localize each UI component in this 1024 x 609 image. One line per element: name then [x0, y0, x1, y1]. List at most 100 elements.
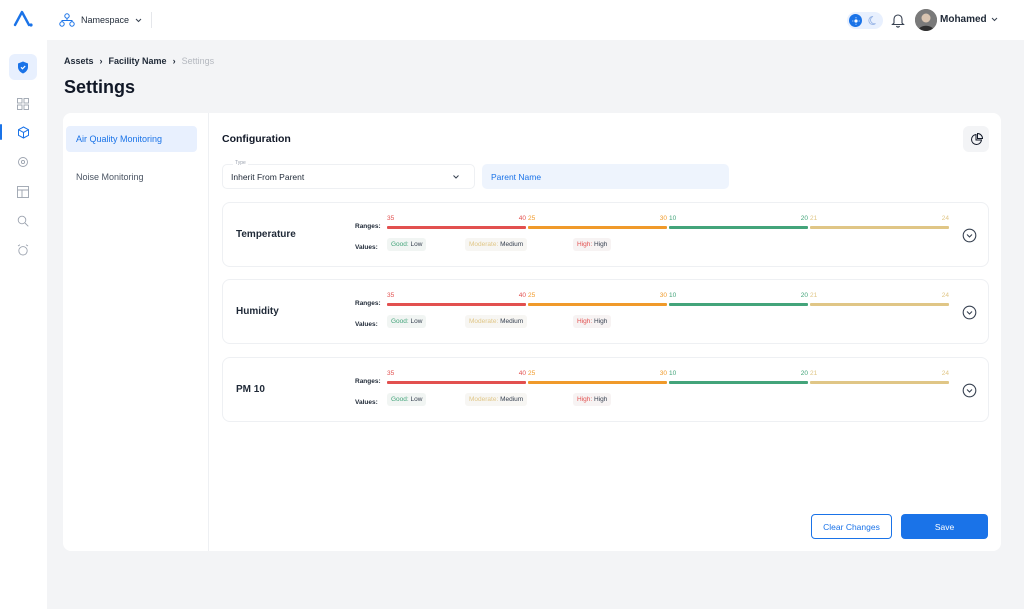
- save-button[interactable]: Save: [901, 514, 988, 539]
- range-bar[interactable]: [528, 303, 667, 306]
- range-bar[interactable]: [528, 226, 667, 229]
- range-end: 30: [659, 370, 667, 377]
- value-key: Good:: [391, 241, 409, 248]
- nav-security[interactable]: [9, 54, 37, 80]
- chevron-right-icon: ›: [172, 56, 176, 66]
- range-end: 30: [659, 215, 667, 222]
- range-start: 21: [810, 370, 818, 377]
- avatar[interactable]: [915, 9, 937, 31]
- sun-icon: [849, 14, 862, 27]
- layout-icon: [17, 186, 29, 198]
- namespace-selector[interactable]: Namespace: [59, 10, 142, 30]
- chevron-down-icon: [991, 17, 998, 22]
- user-menu[interactable]: Mohamed: [940, 14, 998, 25]
- values-label: Values:: [355, 399, 378, 406]
- value-key: Moderate:: [469, 241, 499, 248]
- type-select[interactable]: Type Inherit From Parent: [222, 160, 475, 189]
- range-bar[interactable]: [528, 381, 667, 384]
- active-nav-marker: [0, 124, 2, 140]
- values-label: Values:: [355, 321, 378, 328]
- expand-chevron-icon[interactable]: [962, 383, 977, 398]
- range-end: 30: [659, 292, 667, 299]
- range-bar[interactable]: [810, 226, 949, 229]
- metric-name: Temperature: [236, 229, 296, 240]
- range-end: 40: [518, 370, 526, 377]
- range-end: 24: [941, 215, 949, 222]
- value-pill-high: High: High: [573, 393, 612, 406]
- nav-assets[interactable]: [13, 122, 33, 142]
- view-3d-button[interactable]: [963, 126, 989, 152]
- value-level: Medium: [500, 318, 524, 325]
- breadcrumb-facility[interactable]: Facility Name: [108, 56, 167, 66]
- range-end: 20: [800, 215, 808, 222]
- range-end: 20: [800, 292, 808, 299]
- settings-side-nav: Air Quality Monitoring Noise Monitoring: [63, 113, 209, 551]
- bell-icon[interactable]: [891, 12, 905, 28]
- hierarchy-icon: [59, 13, 75, 27]
- metric-name: Humidity: [236, 306, 279, 317]
- type-value: Inherit From Parent: [231, 172, 305, 182]
- range-bar[interactable]: [669, 226, 808, 229]
- expand-chevron-icon[interactable]: [962, 305, 977, 320]
- value-pill-moderate: Moderate: Medium: [465, 238, 528, 251]
- theme-toggle[interactable]: [847, 12, 883, 29]
- range-bar[interactable]: [810, 303, 949, 306]
- network-icon: [18, 157, 28, 167]
- nav-search[interactable]: [13, 211, 33, 231]
- shield-icon: [18, 61, 28, 73]
- value-pill-good: Good: Low: [387, 393, 427, 406]
- value-key: Good:: [391, 396, 409, 403]
- value-pill-high: High: High: [573, 315, 612, 328]
- parent-name-field[interactable]: Parent Name: [482, 164, 729, 189]
- value-key: High:: [577, 241, 593, 248]
- value-key: High:: [577, 318, 593, 325]
- breadcrumb-current: Settings: [181, 56, 215, 66]
- range-start: 35: [387, 370, 395, 377]
- range-bar[interactable]: [387, 303, 526, 306]
- top-bar: Namespace Mohamed: [47, 0, 1024, 40]
- value-level: High: [594, 241, 608, 248]
- nav-alarms[interactable]: [13, 240, 33, 260]
- chevron-right-icon: ›: [99, 56, 103, 66]
- breadcrumb-assets[interactable]: Assets: [64, 56, 94, 66]
- nav-dashboard[interactable]: [13, 94, 33, 114]
- range-bar[interactable]: [810, 381, 949, 384]
- value-pill-moderate: Moderate: Medium: [465, 315, 528, 328]
- page-title: Settings: [64, 77, 136, 97]
- range-end: 24: [941, 292, 949, 299]
- configuration-title: Configuration: [222, 133, 291, 145]
- range-bar[interactable]: [669, 381, 808, 384]
- icon-rail: [0, 0, 47, 609]
- range-bar[interactable]: [387, 381, 526, 384]
- ranges-label: Ranges:: [355, 223, 381, 230]
- range-start: 21: [810, 215, 818, 222]
- range-start: 35: [387, 292, 395, 299]
- app-logo[interactable]: [12, 9, 34, 27]
- value-pill-high: High: High: [573, 238, 612, 251]
- grid-icon: [17, 98, 29, 110]
- range-end: 24: [941, 370, 949, 377]
- clear-changes-button[interactable]: Clear Changes: [811, 514, 892, 539]
- side-item-noise[interactable]: Noise Monitoring: [76, 172, 144, 182]
- range-start: 10: [669, 370, 677, 377]
- expand-chevron-icon[interactable]: [962, 228, 977, 243]
- nav-network[interactable]: [13, 152, 33, 172]
- range-start: 25: [528, 370, 536, 377]
- range-bar[interactable]: [669, 303, 808, 306]
- range-start: 25: [528, 292, 536, 299]
- type-label: Type: [233, 160, 248, 166]
- value-level: Low: [410, 318, 423, 325]
- side-item-air-quality[interactable]: Air Quality Monitoring: [66, 126, 197, 152]
- pie-chart-icon: [970, 132, 983, 145]
- main-content: Assets › Facility Name › Settings Settin…: [47, 40, 1024, 609]
- chevron-down-icon: [453, 175, 459, 179]
- metric-row: Humidity Ranges: Values: 35 40 25 30 10 20 21 24 Go…: [222, 279, 989, 344]
- value-key: Moderate:: [469, 318, 499, 325]
- ranges-label: Ranges:: [355, 300, 381, 307]
- value-pill-good: Good: Low: [387, 238, 427, 251]
- range-bar[interactable]: [387, 226, 526, 229]
- value-level: Low: [410, 396, 423, 403]
- values-label: Values:: [355, 244, 378, 251]
- nav-layout[interactable]: [13, 182, 33, 202]
- range-end: 40: [518, 215, 526, 222]
